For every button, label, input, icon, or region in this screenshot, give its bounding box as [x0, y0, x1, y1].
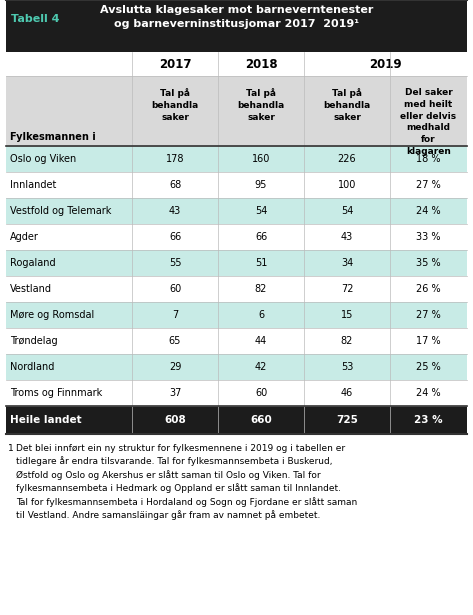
Bar — [6, 172, 467, 198]
Text: Innlandet: Innlandet — [10, 180, 56, 190]
Text: 25 %: 25 % — [416, 362, 441, 372]
Text: 82: 82 — [341, 336, 353, 346]
Text: 7: 7 — [172, 310, 178, 320]
Bar — [6, 406, 467, 434]
Text: 2019: 2019 — [369, 57, 402, 71]
Bar — [6, 380, 467, 406]
Text: 27 %: 27 % — [416, 310, 441, 320]
Text: 178: 178 — [166, 154, 184, 164]
Text: Agder: Agder — [10, 232, 39, 242]
Text: 44: 44 — [255, 336, 267, 346]
Text: 66: 66 — [255, 232, 267, 242]
Text: 608: 608 — [164, 415, 186, 425]
Bar — [6, 198, 467, 224]
Text: 95: 95 — [255, 180, 267, 190]
Text: Tabell 4: Tabell 4 — [11, 14, 63, 24]
Text: 53: 53 — [341, 362, 353, 372]
Text: 46: 46 — [341, 388, 353, 398]
Text: Rogaland: Rogaland — [10, 258, 56, 268]
Text: 42: 42 — [255, 362, 267, 372]
Text: 24 %: 24 % — [416, 388, 441, 398]
Text: Det blei innført ein ny struktur for fylkesmennene i 2019 og i tabellen er
tidle: Det blei innført ein ny struktur for fyl… — [16, 444, 357, 520]
Text: 160: 160 — [252, 154, 270, 164]
Text: 43: 43 — [341, 232, 353, 242]
Text: Avslutta klagesaker mot barneverntenester
og barneverninstitusjomar 2017  2019¹: Avslutta klagesaker mot barnevernteneste… — [100, 5, 373, 29]
Text: 33 %: 33 % — [416, 232, 441, 242]
Text: 27 %: 27 % — [416, 180, 441, 190]
Text: 66: 66 — [169, 232, 181, 242]
Text: 23 %: 23 % — [414, 415, 443, 425]
Bar — [6, 250, 467, 276]
Text: Del saker
med heilt
eller delvis
medhald
for
klagaren: Del saker med heilt eller delvis medhald… — [401, 88, 456, 156]
Text: Vestland: Vestland — [10, 284, 52, 294]
Text: Vestfold og Telemark: Vestfold og Telemark — [10, 206, 111, 216]
Text: 68: 68 — [169, 180, 181, 190]
Bar — [6, 302, 467, 328]
Text: 226: 226 — [338, 154, 356, 164]
Text: Tal på
behandla
saker: Tal på behandla saker — [324, 88, 371, 122]
Text: 60: 60 — [169, 284, 181, 294]
Text: 34: 34 — [341, 258, 353, 268]
Text: 100: 100 — [338, 180, 356, 190]
Text: Nordland: Nordland — [10, 362, 54, 372]
Text: Fylkesmannen i: Fylkesmannen i — [10, 132, 96, 142]
Bar — [6, 52, 467, 76]
Text: Oslo og Viken: Oslo og Viken — [10, 154, 76, 164]
Text: Tal på
behandla
saker: Tal på behandla saker — [237, 88, 285, 122]
Text: 725: 725 — [336, 415, 358, 425]
Text: 43: 43 — [169, 206, 181, 216]
Text: 72: 72 — [341, 284, 353, 294]
Bar — [6, 146, 467, 172]
Bar — [6, 354, 467, 380]
Text: 660: 660 — [250, 415, 272, 425]
Text: Trøndelag: Trøndelag — [10, 336, 58, 346]
Bar — [6, 328, 467, 354]
Text: Møre og Romsdal: Møre og Romsdal — [10, 310, 94, 320]
Text: 54: 54 — [341, 206, 353, 216]
Bar — [6, 224, 467, 250]
Text: 29: 29 — [169, 362, 181, 372]
Text: Troms og Finnmark: Troms og Finnmark — [10, 388, 102, 398]
Text: 60: 60 — [255, 388, 267, 398]
Text: 18 %: 18 % — [416, 154, 441, 164]
Text: 2018: 2018 — [245, 57, 277, 71]
Bar — [6, 76, 467, 146]
Text: 51: 51 — [255, 258, 267, 268]
Text: 24 %: 24 % — [416, 206, 441, 216]
Text: 82: 82 — [255, 284, 267, 294]
Text: Heile landet: Heile landet — [10, 415, 82, 425]
Text: 6: 6 — [258, 310, 264, 320]
Text: 54: 54 — [255, 206, 267, 216]
Bar — [6, 276, 467, 302]
Text: 65: 65 — [169, 336, 181, 346]
Text: 26 %: 26 % — [416, 284, 441, 294]
Text: 35 %: 35 % — [416, 258, 441, 268]
Bar — [6, 0, 467, 52]
Text: 15: 15 — [341, 310, 353, 320]
Text: 1: 1 — [8, 444, 14, 453]
Text: Tal på
behandla
saker: Tal på behandla saker — [151, 88, 199, 122]
Text: 55: 55 — [169, 258, 181, 268]
Text: 17 %: 17 % — [416, 336, 441, 346]
Text: 2017: 2017 — [159, 57, 191, 71]
Text: 37: 37 — [169, 388, 181, 398]
